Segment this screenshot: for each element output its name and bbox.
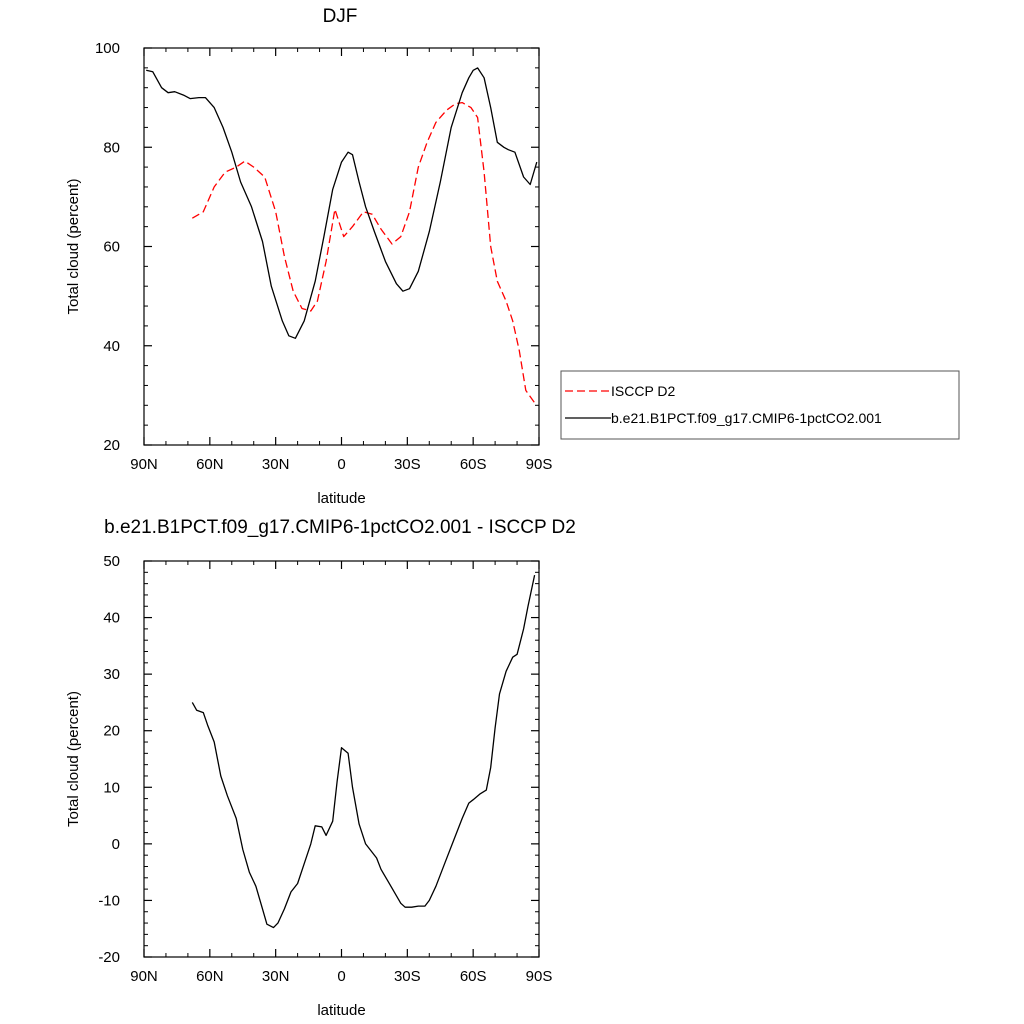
x-tick-label: 30N: [262, 456, 290, 473]
x-tick-label: 60S: [460, 968, 487, 985]
x-tick-label: 0: [337, 456, 345, 473]
y-tick-label: 60: [103, 239, 120, 256]
y-tick-label: 20: [103, 437, 120, 454]
x-tick-label: 90N: [130, 456, 158, 473]
x-tick-label: 90N: [130, 968, 158, 985]
y-tick-label: 100: [95, 40, 120, 57]
x-tick-label: 60S: [460, 456, 487, 473]
series-line-1: [191, 101, 536, 404]
plot-panel-2: [143, 560, 540, 958]
legend-box: [560, 370, 960, 440]
chart-title: b.e21.B1PCT.f09_g17.CMIP6-1pctCO2.001 - …: [104, 517, 576, 538]
y-tick-label: 50: [103, 553, 120, 570]
y-tick-label: 40: [103, 338, 120, 355]
legend-label-1: ISCCP D2: [611, 383, 676, 399]
plot-frame: [143, 560, 540, 958]
series-line-2: [146, 67, 538, 339]
chart-title: DJF: [323, 6, 358, 27]
x-tick-label: 30S: [394, 968, 421, 985]
y-axis-label: Total cloud (percent): [65, 691, 82, 827]
x-tick-label: 60N: [196, 456, 224, 473]
x-tick-label: 30N: [262, 968, 290, 985]
x-tick-label: 90S: [526, 968, 553, 985]
x-tick-label: 60N: [196, 968, 224, 985]
y-tick-label: -10: [98, 892, 120, 909]
x-tick-label: 0: [337, 968, 345, 985]
x-axis-label: latitude: [317, 490, 365, 507]
y-tick-label: 30: [103, 666, 120, 683]
series-line-1: [191, 574, 536, 929]
y-axis-label: Total cloud (percent): [65, 179, 82, 315]
plot-panel-1: [143, 47, 960, 446]
y-tick-label: 10: [103, 779, 120, 796]
x-tick-label: 30S: [394, 456, 421, 473]
y-tick-label: -20: [98, 949, 120, 966]
y-tick-label: 20: [103, 723, 120, 740]
y-tick-label: 40: [103, 610, 120, 627]
legend-label-2: b.e21.B1PCT.f09_g17.CMIP6-1pctCO2.001: [611, 410, 882, 426]
plot-frame: [143, 47, 540, 446]
x-tick-label: 90S: [526, 456, 553, 473]
y-tick-label: 0: [112, 836, 120, 853]
x-axis-label: latitude: [317, 1002, 365, 1019]
y-tick-label: 80: [103, 139, 120, 156]
